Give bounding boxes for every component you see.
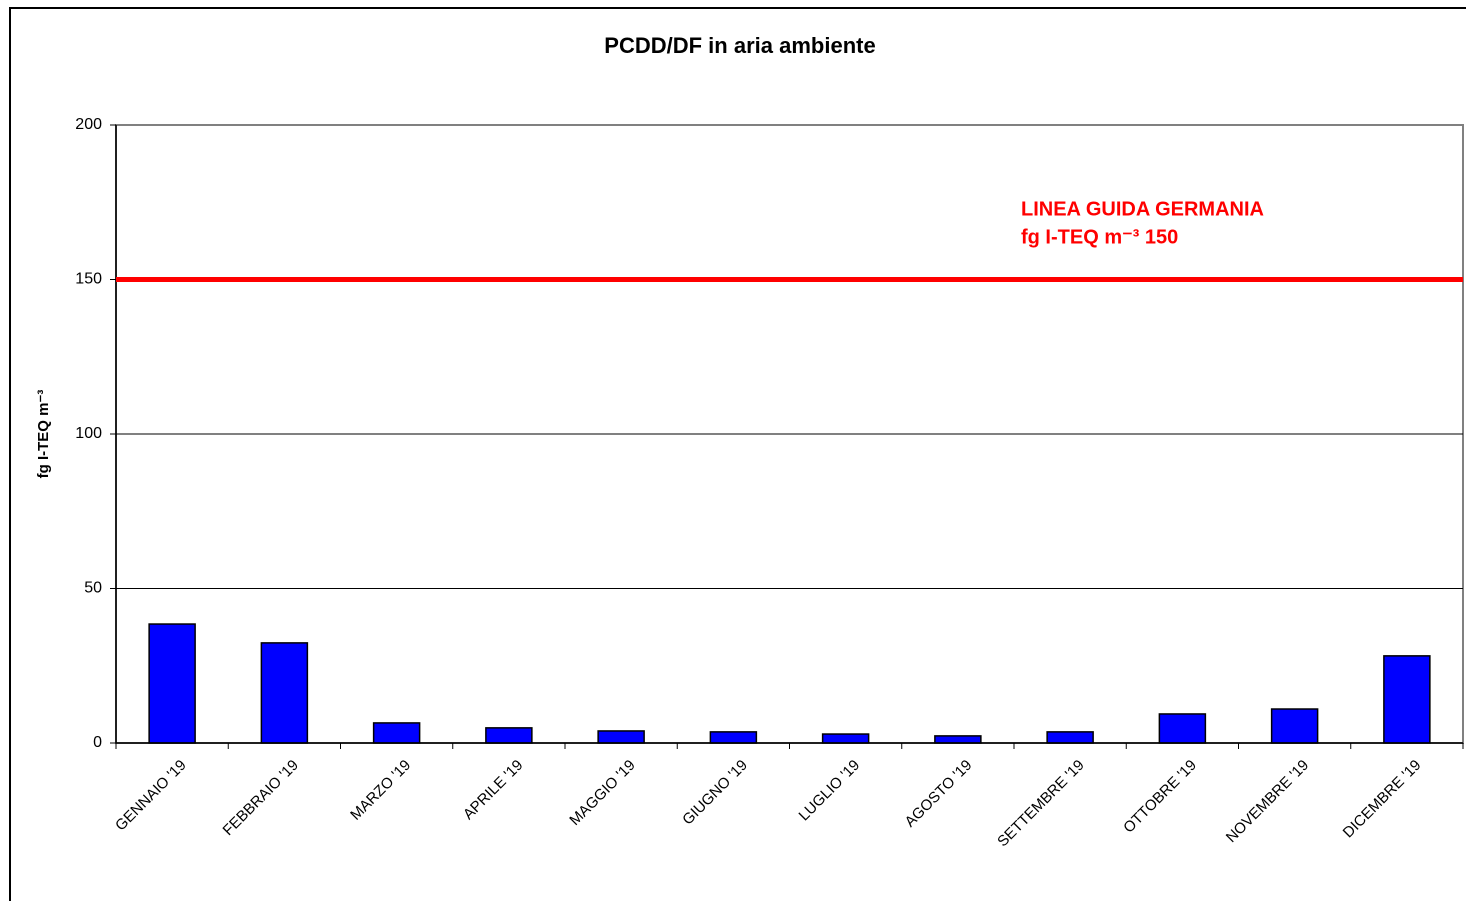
x-tick-label: OTTOBRE '19 xyxy=(1120,757,1200,837)
bar xyxy=(1270,708,1319,744)
x-tick-label: GIUGNO '19 xyxy=(679,757,751,829)
bar xyxy=(148,623,196,744)
bar xyxy=(372,722,421,744)
bar xyxy=(1383,655,1431,744)
x-tick-label: GENNAIO '19 xyxy=(112,757,190,835)
bar xyxy=(260,642,309,744)
y-axis-label: fg I-TEQ m⁻³ xyxy=(35,390,52,479)
x-tick-label: DICEMBRE '19 xyxy=(1340,757,1425,842)
x-tick-label: SETTEMBRE '19 xyxy=(994,757,1088,851)
y-tick-label: 100 xyxy=(75,425,102,442)
bar xyxy=(597,730,645,744)
bar xyxy=(1046,731,1094,744)
x-tick-label: MAGGIO '19 xyxy=(566,757,638,829)
x-tick-label: LUGLIO '19 xyxy=(796,757,864,825)
x-tick-label: FEBBRAIO '19 xyxy=(220,757,302,839)
chart-title: PCDD/DF in aria ambiente xyxy=(604,33,875,58)
bar xyxy=(1158,713,1207,744)
y-tick-label: 200 xyxy=(75,116,102,133)
y-tick-label: 0 xyxy=(93,734,102,751)
x-tick-label: MARZO '19 xyxy=(347,757,414,824)
x-tick-label: NOVEMBRE '19 xyxy=(1223,757,1313,847)
chart-frame xyxy=(9,7,1466,901)
x-tick-label: AGOSTO '19 xyxy=(902,757,976,831)
reference-label: LINEA GUIDA GERMANIA xyxy=(1021,198,1264,220)
bar xyxy=(485,727,533,744)
bar xyxy=(934,735,982,744)
bar xyxy=(709,731,758,744)
reference-label: fg I-TEQ m⁻³ 150 xyxy=(1021,226,1178,248)
y-tick-label: 150 xyxy=(75,271,102,288)
bar xyxy=(821,733,870,744)
y-tick-label: 50 xyxy=(84,580,102,597)
x-tick-label: APRILE '19 xyxy=(460,757,527,824)
